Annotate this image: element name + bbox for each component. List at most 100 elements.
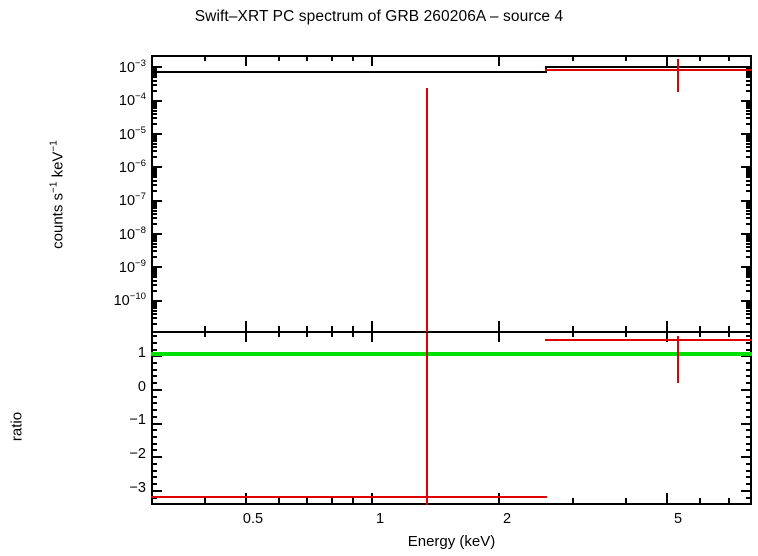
y-tick-top [151, 103, 157, 105]
y-tick-top [151, 174, 157, 176]
y-tick-top [746, 305, 752, 307]
y-tick-top [151, 113, 157, 115]
y-tick-top [151, 107, 157, 109]
y-tick-bottom [151, 429, 157, 431]
spectrum-panel [151, 55, 752, 333]
y-tick-bottom [746, 409, 752, 411]
x-tick-bottom [278, 498, 280, 504]
y-tick-top [746, 310, 752, 312]
y-tick-top [151, 146, 157, 148]
y-tick-top [741, 266, 752, 268]
y-tick-top [151, 200, 162, 202]
y-tick-top [746, 270, 752, 272]
y-tick-bottom [151, 423, 162, 425]
y-tick-top [746, 140, 752, 142]
y-tick-top [151, 307, 157, 309]
y-tick-bottom [151, 443, 157, 445]
y-tick-top [151, 213, 157, 215]
x-tick-bottom [728, 498, 730, 504]
y-tick-top [151, 138, 157, 140]
y-tick-top [746, 250, 752, 252]
x-tick-top [728, 55, 730, 61]
y-tick-bottom [151, 396, 157, 398]
y-tick-top [151, 203, 157, 205]
y-tick-top [741, 300, 752, 302]
y-tick-top [151, 150, 157, 152]
x-tick-bottom [666, 493, 668, 504]
y-tick-top [746, 223, 752, 225]
x-tick-bottom [306, 498, 308, 504]
y-tick-bottom [151, 342, 157, 344]
y-tick-label: 10−5 [118, 125, 146, 143]
x-tick-top [625, 326, 627, 332]
x-tick-top [331, 326, 333, 332]
x-tick-label: 0.5 [242, 511, 264, 527]
y-tick-exponent: −7 [135, 191, 146, 203]
y-tick-top [746, 146, 752, 148]
y-tick-top [746, 136, 752, 138]
y-tick-top [746, 207, 752, 209]
x-tick-label: 2 [502, 511, 512, 527]
y-tick-bottom [151, 463, 157, 465]
y-tick-top [151, 266, 162, 268]
y-tick-top [746, 238, 752, 240]
y-tick-top [151, 284, 157, 286]
y-tick-top [746, 176, 752, 178]
y-tick-top [151, 317, 157, 319]
y-tick-top [746, 284, 752, 286]
model-step-segment [545, 66, 752, 68]
y-tick-top [151, 270, 157, 272]
y-tick-top [746, 180, 752, 182]
y-tick-top [746, 72, 752, 74]
y-tick-top [746, 150, 752, 152]
y-tick-top [746, 217, 752, 219]
x-tick-top [371, 321, 373, 332]
x-tick-bottom [728, 331, 730, 337]
y-tick-top [151, 217, 157, 219]
y-tick-top [746, 84, 752, 86]
y-tick-label: 10−4 [118, 91, 146, 109]
x-tick-top [728, 326, 730, 332]
y-tick-top [151, 80, 157, 82]
x-tick-top [371, 55, 373, 66]
y-tick-top [746, 205, 752, 207]
ratio-y-tick-labels: 1 0 −1 −2 −3 [0, 0, 146, 556]
y-tick-exponent: −4 [135, 91, 146, 103]
y-tick-top [151, 223, 157, 225]
x-tick-label: 5 [673, 511, 683, 527]
y-tick-top [746, 246, 752, 248]
y-tick-top [151, 238, 157, 240]
y-tick-bottom [151, 416, 157, 418]
y-tick-top [151, 256, 157, 258]
y-tick-bottom [741, 389, 752, 391]
spectrum-y-tick-labels: 10−3 10−4 10−5 10−6 10−7 10−8 10−9 10−10 [0, 0, 146, 556]
x-tick-top [352, 55, 354, 61]
y-tick-top [746, 236, 752, 238]
x-tick-top [666, 55, 668, 66]
y-tick-bottom [746, 416, 752, 418]
y-tick-top [151, 236, 157, 238]
y-tick-top [746, 103, 752, 105]
x-tick-bottom [625, 331, 627, 337]
x-tick-top [498, 321, 500, 332]
y-tick-top [746, 190, 752, 192]
y-tick-top [746, 303, 752, 305]
y-tick-bottom [741, 355, 752, 357]
y-tick-top [746, 70, 752, 72]
y-tick-top [746, 143, 752, 145]
y-tick-top [151, 233, 162, 235]
y-tick-top [746, 107, 752, 109]
y-tick-top [746, 117, 752, 119]
y-tick-top [151, 166, 162, 168]
y-tick-top [746, 201, 752, 203]
y-tick-top [151, 268, 157, 270]
y-tick-top [746, 90, 752, 92]
x-tick-bottom [699, 498, 701, 504]
y-tick-bottom [746, 483, 752, 485]
x-tick-bottom [371, 493, 373, 504]
y-tick-top [151, 117, 157, 119]
x-tick-bottom [245, 493, 247, 504]
y-tick-top [746, 240, 752, 242]
data-upper-limit-bar [426, 88, 428, 332]
